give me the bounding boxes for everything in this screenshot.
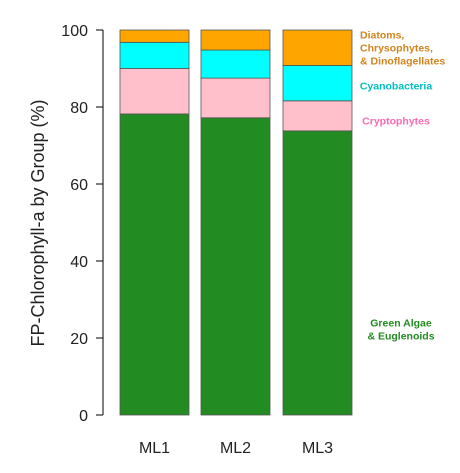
bar-segment <box>282 29 353 66</box>
bar-segment <box>119 29 190 43</box>
y-tick-label: 0 <box>79 408 88 425</box>
bar-segment <box>200 117 271 416</box>
y-tick-label: 60 <box>70 177 88 194</box>
bar-segment <box>119 41 190 69</box>
plot-area: 0 20 40 60 80 100 ML1 ML2 ML3 Green Algae& Euglen… <box>61 23 445 457</box>
legend-label: & Euglenoids <box>367 330 434 342</box>
legend-label: Cryptophytes <box>362 115 430 127</box>
bar-segment <box>200 29 271 51</box>
category-label: ML1 <box>139 440 170 457</box>
bar-segment <box>282 100 353 132</box>
legend-label: & Dinoflagellates <box>360 56 445 68</box>
y-tick-label: 20 <box>70 331 88 348</box>
bar-segment <box>119 113 190 416</box>
bar-segment <box>200 77 271 119</box>
legend-label: Green Algae <box>370 317 432 329</box>
bar-segment <box>282 130 353 416</box>
bar-segment <box>119 68 190 115</box>
legend-label: Diatoms, <box>360 30 404 42</box>
bar-segment <box>200 49 271 79</box>
y-tick-label: 80 <box>70 100 88 117</box>
category-label: ML3 <box>302 440 333 457</box>
y-tick-label: 40 <box>70 254 88 271</box>
bar-segment <box>282 65 353 102</box>
y-tick-label: 100 <box>61 23 88 40</box>
category-label: ML2 <box>220 440 251 457</box>
legend-label: Cyanobacteria <box>360 80 433 92</box>
y-axis-label: FP-Chlorophyll-a by Group (%) <box>28 99 48 346</box>
legend-label: Chrysophytes, <box>360 43 433 55</box>
